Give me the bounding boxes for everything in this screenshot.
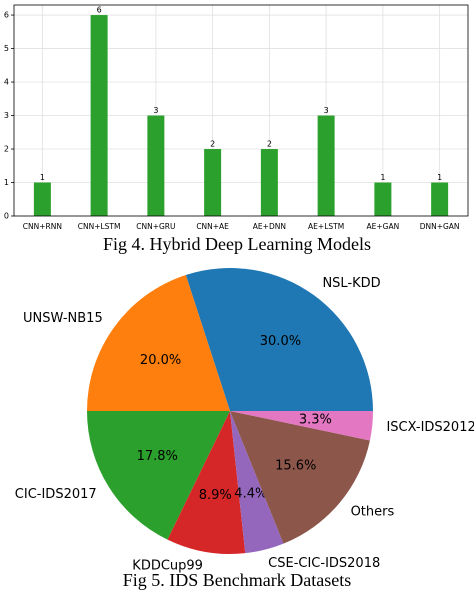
- bar: [260, 149, 278, 216]
- y-tick-label: 5: [4, 44, 9, 53]
- bar: [374, 182, 392, 216]
- pie-wedge: [230, 411, 373, 441]
- y-tick-label: 2: [4, 145, 9, 154]
- slice-label: NSL-KDD: [322, 276, 380, 291]
- x-tick-label: AE+DNN: [253, 222, 286, 231]
- data-label: 3: [153, 106, 158, 115]
- slice-label: CSE-CIC-IDS2018: [268, 556, 380, 571]
- bar: [147, 115, 165, 216]
- bar: [204, 149, 222, 216]
- x-tick-label: CNN+RNN: [23, 222, 62, 231]
- y-tick-label: 0: [4, 212, 9, 221]
- y-tick-label: 6: [4, 11, 9, 20]
- plot-frame: [13, 4, 469, 217]
- pie-wedge: [230, 411, 284, 554]
- pct-label: 8.9%: [199, 488, 232, 503]
- x-tick-label: CNN+GRU: [136, 222, 175, 231]
- bar: [90, 15, 108, 216]
- data-label: 2: [267, 140, 272, 149]
- pie-wedge: [167, 411, 246, 554]
- y-tick-label: 4: [4, 78, 9, 87]
- y-tick-label: 3: [4, 111, 9, 120]
- pct-label: 20.0%: [140, 353, 181, 368]
- bar: [317, 115, 335, 216]
- data-label: 1: [40, 173, 45, 182]
- pct-label: 3.3%: [299, 412, 332, 427]
- x-tick-label: AE+GAN: [367, 222, 400, 231]
- x-tick-label: AE+LSTM: [308, 222, 344, 231]
- x-tick-label: CNN+LSTM: [78, 222, 121, 231]
- slice-label: UNSW-NB15: [23, 311, 103, 326]
- slice-label: KDDCup99: [132, 558, 203, 573]
- bar: [431, 182, 449, 216]
- pct-label: 17.8%: [137, 449, 178, 464]
- pie-wedge: [87, 411, 230, 540]
- slice-label: Others: [351, 505, 395, 520]
- slice-label: CIC-IDS2017: [15, 487, 97, 502]
- data-label: 1: [380, 173, 385, 182]
- pct-label: 4.4%: [234, 487, 267, 502]
- bar: [33, 182, 51, 216]
- x-tick-label: DNN+GAN: [420, 222, 460, 231]
- pct-label: 15.6%: [275, 459, 316, 474]
- data-label: 3: [324, 106, 329, 115]
- data-label: 1: [437, 173, 442, 182]
- caption: Fig 4. Hybrid Deep Learning Models: [103, 234, 371, 254]
- pct-label: 30.0%: [260, 334, 301, 349]
- caption: Fig 5. IDS Benchmark Datasets: [123, 570, 351, 590]
- pie-wedge: [230, 411, 370, 544]
- pie-wedge: [185, 268, 373, 411]
- y-tick-label: 1: [4, 178, 9, 187]
- x-tick-label: CNN+AE: [196, 222, 229, 231]
- pie-wedge: [87, 274, 230, 411]
- slice-label: ISCX-IDS2012: [386, 420, 474, 435]
- data-label: 2: [210, 140, 215, 149]
- data-label: 6: [97, 6, 102, 15]
